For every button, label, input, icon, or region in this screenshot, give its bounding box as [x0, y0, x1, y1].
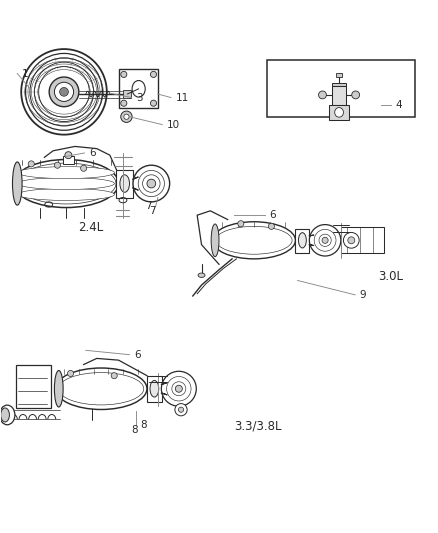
Ellipse shape: [1, 408, 10, 422]
Ellipse shape: [298, 233, 306, 248]
Circle shape: [67, 370, 74, 376]
Ellipse shape: [198, 273, 205, 277]
Text: 6: 6: [89, 148, 95, 158]
Text: 7: 7: [145, 201, 151, 211]
Ellipse shape: [55, 368, 147, 409]
Circle shape: [150, 71, 156, 77]
Ellipse shape: [0, 405, 15, 425]
Bar: [117, 169, 133, 198]
Text: 9: 9: [360, 290, 366, 300]
Bar: [147, 376, 162, 402]
Circle shape: [238, 221, 244, 227]
Text: 7: 7: [149, 206, 156, 216]
Ellipse shape: [212, 222, 295, 259]
Circle shape: [49, 77, 79, 107]
Circle shape: [60, 87, 68, 96]
Ellipse shape: [211, 224, 219, 256]
Bar: [16, 365, 51, 408]
Circle shape: [65, 152, 72, 159]
Ellipse shape: [54, 370, 63, 407]
Text: 4: 4: [396, 100, 403, 110]
Bar: [329, 104, 349, 120]
Bar: [341, 227, 385, 253]
Bar: [63, 156, 74, 164]
Ellipse shape: [18, 189, 114, 200]
Circle shape: [178, 407, 184, 413]
Circle shape: [133, 165, 170, 202]
Circle shape: [268, 223, 275, 229]
Circle shape: [318, 91, 326, 99]
Circle shape: [54, 162, 60, 168]
Text: 11: 11: [175, 93, 189, 102]
Text: 6: 6: [134, 350, 141, 360]
Ellipse shape: [18, 177, 114, 190]
Circle shape: [54, 82, 74, 101]
Circle shape: [343, 232, 359, 248]
Circle shape: [124, 114, 129, 119]
Ellipse shape: [14, 159, 119, 207]
Text: 3.3/3.8L: 3.3/3.8L: [234, 419, 282, 432]
Bar: [123, 90, 131, 99]
Text: 1: 1: [21, 69, 28, 78]
Circle shape: [121, 71, 127, 77]
Circle shape: [348, 237, 355, 244]
Bar: [332, 86, 346, 105]
Text: 8: 8: [132, 425, 138, 435]
Ellipse shape: [12, 162, 22, 205]
Text: 3.0L: 3.0L: [378, 270, 403, 282]
Circle shape: [175, 385, 182, 392]
Text: 3: 3: [136, 93, 143, 102]
Circle shape: [352, 91, 360, 99]
Circle shape: [121, 100, 127, 106]
Text: 8: 8: [141, 419, 147, 430]
Circle shape: [309, 224, 341, 256]
Circle shape: [111, 373, 117, 379]
Text: 2.4L: 2.4L: [78, 221, 104, 233]
Text: 6: 6: [269, 210, 276, 220]
Circle shape: [150, 100, 156, 106]
Bar: [267, 60, 416, 117]
Circle shape: [322, 237, 328, 244]
Circle shape: [175, 403, 187, 416]
Text: 10: 10: [166, 119, 180, 130]
Circle shape: [121, 111, 132, 123]
Ellipse shape: [120, 175, 130, 192]
Circle shape: [28, 161, 34, 167]
Circle shape: [161, 372, 196, 406]
Bar: [295, 229, 309, 253]
Ellipse shape: [18, 167, 114, 179]
Circle shape: [81, 165, 87, 171]
Ellipse shape: [335, 108, 343, 117]
Circle shape: [147, 179, 155, 188]
Ellipse shape: [150, 381, 159, 397]
Bar: [120, 69, 158, 108]
Bar: [336, 73, 342, 77]
Bar: [332, 83, 346, 86]
